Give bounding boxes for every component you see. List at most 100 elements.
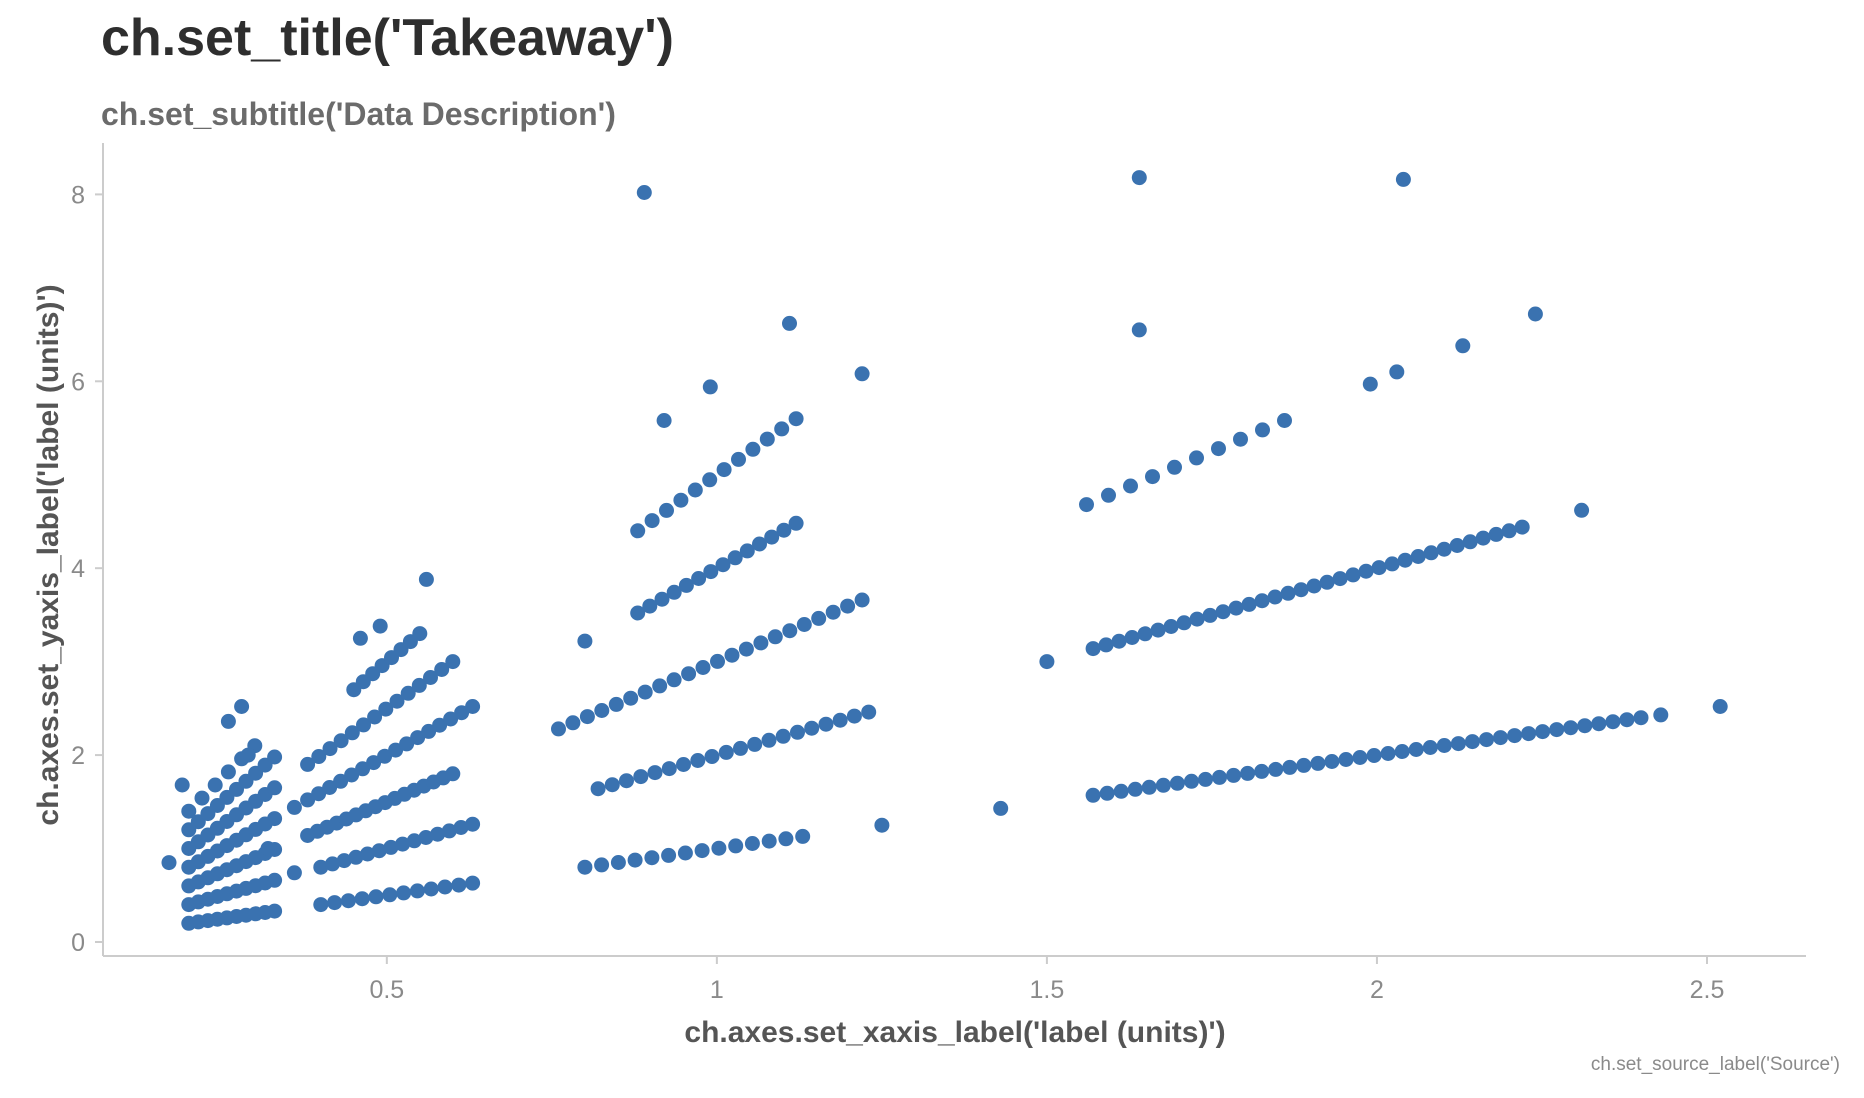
chart-title: ch.set_title('Takeaway') — [101, 9, 674, 67]
data-point — [1605, 714, 1621, 730]
data-point — [753, 635, 769, 651]
y-tick-label: 0 — [71, 929, 85, 957]
data-point — [565, 715, 581, 731]
data-point — [1113, 783, 1129, 799]
data-point — [1319, 574, 1335, 590]
data-point — [1127, 781, 1143, 797]
data-point — [666, 672, 682, 688]
data-point — [371, 843, 387, 859]
data-point — [1150, 622, 1166, 638]
data-point — [633, 769, 649, 785]
data-point — [1267, 589, 1283, 605]
data-point — [194, 790, 210, 806]
data-point — [840, 598, 856, 614]
data-point — [325, 856, 340, 872]
data-point — [352, 630, 368, 646]
data-point — [661, 761, 677, 777]
data-point — [1521, 726, 1537, 742]
data-point — [627, 852, 643, 868]
data-point — [421, 723, 437, 739]
data-point — [636, 185, 652, 200]
data-point — [1395, 171, 1411, 187]
data-point — [744, 836, 760, 851]
data-point — [731, 451, 746, 467]
data-point — [300, 792, 316, 808]
data-point — [267, 872, 283, 888]
data-point — [1394, 744, 1410, 759]
data-point — [825, 604, 841, 620]
data-point — [354, 891, 370, 907]
data-point — [1085, 641, 1101, 657]
data-point — [804, 720, 820, 736]
data-point — [388, 742, 404, 758]
data-point — [759, 431, 775, 447]
data-point — [1423, 545, 1439, 561]
data-point — [687, 482, 703, 498]
data-point — [577, 633, 593, 649]
data-point — [1450, 736, 1466, 752]
data-point — [691, 571, 707, 586]
data-point — [790, 724, 805, 740]
data-point — [454, 705, 470, 721]
data-point — [311, 749, 327, 764]
data-point — [739, 543, 755, 559]
data-point — [1345, 567, 1361, 583]
data-point — [348, 849, 364, 865]
data-point — [551, 721, 566, 737]
data-point — [776, 522, 792, 538]
data-point — [630, 605, 646, 621]
data-point — [788, 411, 804, 427]
data-point — [445, 654, 461, 670]
data-point — [1464, 734, 1480, 750]
data-point — [1131, 322, 1147, 338]
data-point — [174, 777, 190, 793]
data-point — [1408, 742, 1424, 757]
data-point — [1169, 775, 1185, 791]
data-point — [659, 502, 674, 518]
data-point — [1176, 615, 1192, 631]
data-point — [355, 761, 371, 777]
data-point — [336, 853, 352, 869]
data-point — [695, 660, 711, 675]
data-point — [333, 773, 349, 789]
data-point — [681, 666, 697, 682]
data-point — [1124, 630, 1140, 645]
data-point — [782, 315, 797, 331]
data-point — [661, 847, 677, 863]
data-point — [727, 550, 743, 566]
y-tick-label: 2 — [71, 742, 85, 770]
data-point — [451, 877, 467, 893]
data-point — [445, 766, 461, 782]
data-point — [647, 765, 663, 781]
data-point — [1101, 487, 1116, 503]
data-point — [396, 885, 412, 901]
data-point — [1111, 633, 1127, 649]
data-point — [395, 836, 411, 852]
data-point — [818, 716, 834, 732]
data-point — [1155, 777, 1171, 793]
data-point — [778, 831, 794, 847]
data-point — [286, 865, 302, 881]
data-point — [1563, 720, 1579, 736]
data-point — [1280, 585, 1296, 601]
data-point — [715, 557, 731, 573]
data-point — [1362, 376, 1378, 392]
data-point — [690, 753, 706, 768]
data-point — [1215, 604, 1231, 620]
data-point — [389, 693, 405, 709]
data-point — [1389, 364, 1405, 380]
data-point — [861, 704, 877, 720]
data-point — [1352, 750, 1368, 765]
data-point — [993, 800, 1009, 816]
chart-subtitle: ch.set_subtitle('Data Description') — [101, 96, 616, 132]
x-axis-title: ch.axes.set_xaxis_label('label (units)') — [684, 1016, 1225, 1049]
data-point — [220, 764, 236, 780]
data-point — [1384, 556, 1400, 572]
data-point — [418, 830, 434, 845]
data-point — [340, 893, 356, 909]
data-point — [399, 736, 415, 752]
data-point — [1324, 754, 1340, 769]
data-point — [656, 413, 672, 428]
data-point — [775, 728, 791, 744]
